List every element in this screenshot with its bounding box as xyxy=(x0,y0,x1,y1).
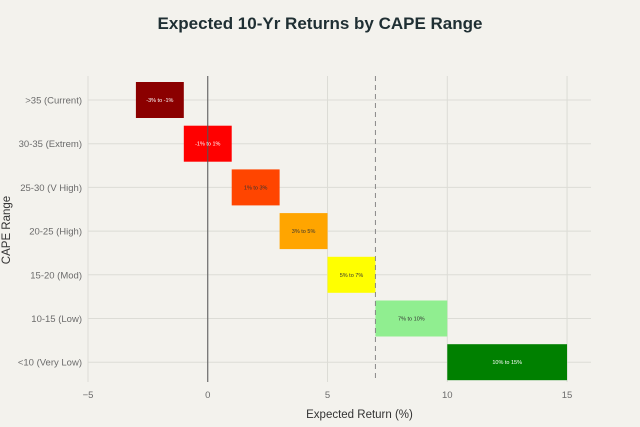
x-tick-label: 15 xyxy=(562,390,573,401)
bar-data-label: 10% to 15% xyxy=(492,360,522,366)
bar xyxy=(279,213,328,250)
y-tick-label: 10-15 (Low) xyxy=(31,314,82,325)
y-tick-label: 25-30 (V High) xyxy=(20,183,82,194)
y-tick-label: 15-20 (Mod) xyxy=(30,270,82,281)
x-tick-label: −5 xyxy=(83,390,94,401)
bar xyxy=(375,300,448,337)
chart-title: Expected 10-Yr Returns by CAPE Range xyxy=(157,14,483,33)
tick-labels: −5 0 5 10 15 >35 (Current) 30-35 (Extrem) 25-30… xyxy=(18,96,573,402)
x-tick-label: 10 xyxy=(442,390,453,401)
bar xyxy=(327,256,376,293)
grid-lines xyxy=(87,76,591,382)
bar-data-label: -1% to 1% xyxy=(195,142,220,148)
bar-data-label: 3% to 5% xyxy=(292,229,316,235)
reference-lines xyxy=(207,76,376,382)
y-tick-label: 30-35 (Extrem) xyxy=(19,139,82,150)
bar-data-label: 1% to 3% xyxy=(244,185,268,191)
bar xyxy=(135,82,184,118)
bar-data-label: 5% to 7% xyxy=(340,273,364,279)
y-axis-title: CAPE Range xyxy=(1,196,13,264)
y-tick-label: 20-25 (High) xyxy=(29,227,82,238)
x-axis-title: Expected Return (%) xyxy=(306,409,413,421)
y-tick-label: >35 (Current) xyxy=(25,96,82,107)
bar-data-label: 7% to 10% xyxy=(398,317,425,323)
x-tick-label: 5 xyxy=(325,390,330,401)
bar-data-label: -3% to -1% xyxy=(146,98,173,104)
bar-labels: -3% to -1% -1% to 1% 1% to 3% 3% to 5% 5% to… xyxy=(146,98,522,366)
x-tick-label: 0 xyxy=(205,390,210,401)
bar-group xyxy=(135,82,568,381)
y-tick-label: <10 (Very Low) xyxy=(18,358,82,369)
bar xyxy=(231,169,280,206)
bar xyxy=(447,344,568,381)
